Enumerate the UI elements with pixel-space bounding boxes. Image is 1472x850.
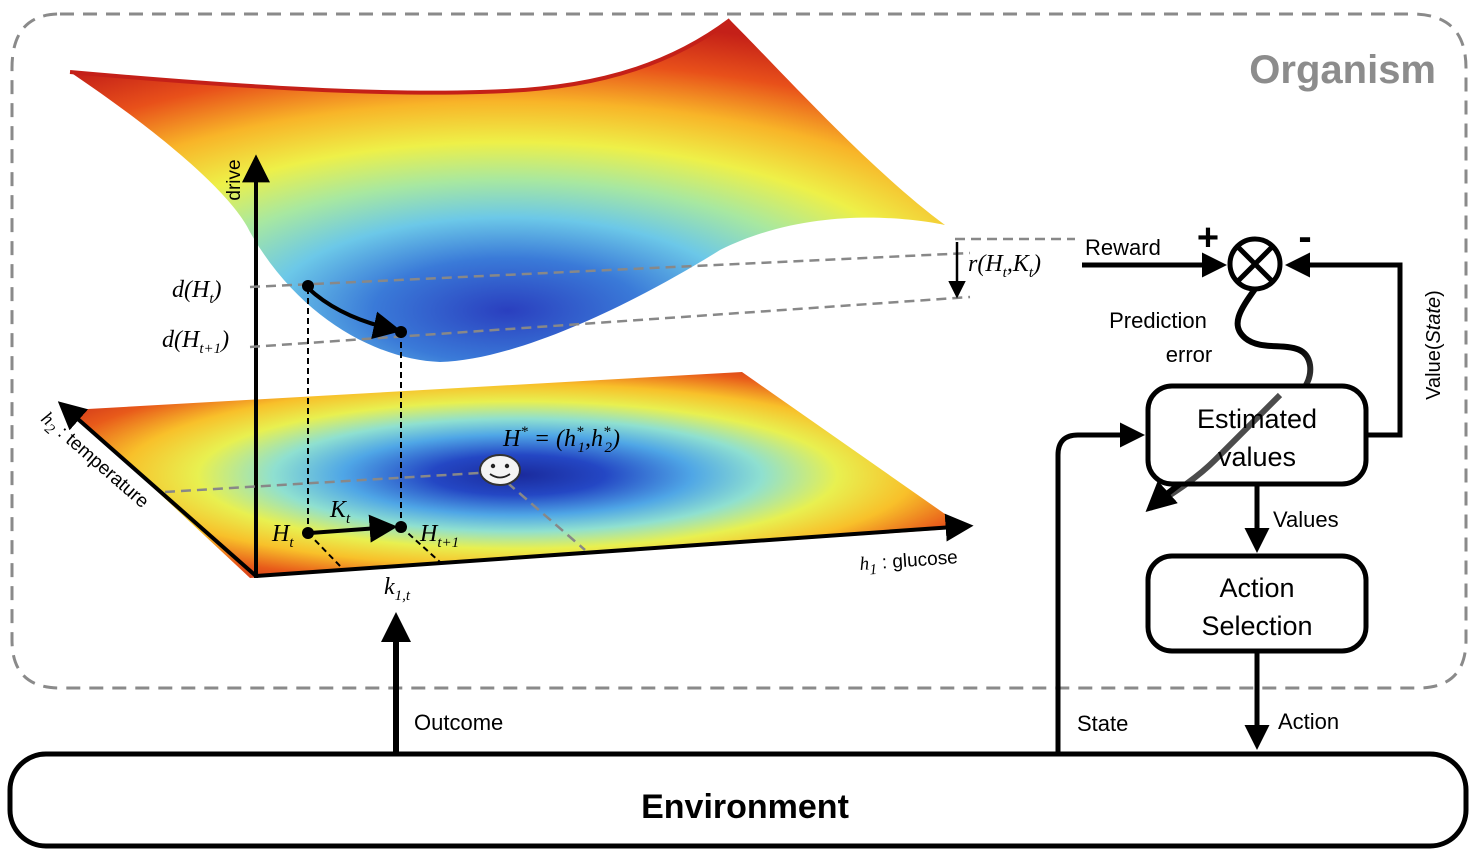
label-reward-fn: r(Ht,Kt) <box>968 251 1041 281</box>
drive-axis-label: drive <box>224 159 245 200</box>
organism-boundary <box>10 12 1468 690</box>
state-label: State <box>1077 711 1128 736</box>
state-arrow <box>1055 422 1145 752</box>
h1-axis <box>255 513 974 578</box>
plus-sign: + <box>1197 217 1219 259</box>
kt-arrow <box>309 514 398 543</box>
drive-surface-rim <box>69 18 732 95</box>
environment-box <box>7 751 1469 849</box>
prediction-error-overlay <box>1148 392 1283 511</box>
comparator-icon <box>1227 236 1283 292</box>
label-k1t: k1,t <box>384 574 411 604</box>
point-d-Ht1 <box>395 326 407 338</box>
organism-label: Organism <box>1249 48 1436 92</box>
h2-axis <box>57 401 258 578</box>
action-selection-line2: Selection <box>1201 611 1312 641</box>
error-label: error <box>1166 342 1212 367</box>
point-Ht <box>302 527 314 539</box>
value-state-label: Value(State) <box>1423 290 1445 400</box>
prediction-label: Prediction <box>1109 308 1207 333</box>
label-Ht1: Ht+1 <box>419 521 459 551</box>
point-d-Ht <box>302 280 314 292</box>
vertical-drop-lines <box>307 288 441 569</box>
label-hstar: H* = (h* 1,h* 2) <box>502 424 620 456</box>
action-selection-line1: Action <box>1219 573 1294 603</box>
estimated-values-box <box>1145 383 1369 487</box>
point-Ht1 <box>395 521 407 533</box>
label-d-Ht: d(Ht) <box>172 277 222 307</box>
reward-label: Reward <box>1085 235 1161 260</box>
environment-label: Environment <box>641 788 849 826</box>
projection-lines <box>164 237 1075 551</box>
drive-trajectory <box>306 286 402 339</box>
outcome-label: Outcome <box>414 710 503 735</box>
value-state-arrow <box>1285 252 1403 438</box>
minus-sign: - <box>1298 215 1311 259</box>
label-Kt: Kt <box>329 497 351 527</box>
action-label: Action <box>1278 709 1339 734</box>
values-label: Values <box>1273 507 1339 532</box>
action-selection-box <box>1145 553 1369 654</box>
drive-surface <box>70 20 945 362</box>
label-d-Ht1: d(Ht+1) <box>162 327 229 357</box>
smiley-icon <box>479 454 521 486</box>
h1-axis-label: h1 : glucose <box>859 547 959 579</box>
label-Ht: Ht <box>271 521 294 551</box>
